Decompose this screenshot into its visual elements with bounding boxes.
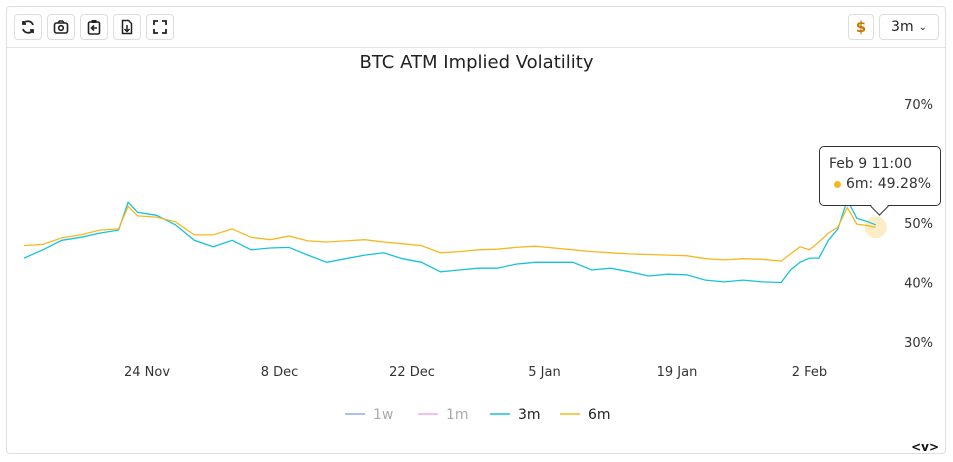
y-tick-label: 50% <box>904 217 933 232</box>
legend-item-6m[interactable]: 6m <box>588 407 611 423</box>
x-tick-label: 8 Dec <box>261 365 299 380</box>
refresh-button[interactable] <box>14 14 42 40</box>
clipboard-icon <box>87 20 101 35</box>
toolbar: $ 3m ⌄ <box>7 7 945 48</box>
series-line-6m <box>23 205 876 262</box>
download-button[interactable] <box>113 14 141 40</box>
y-tick-label: 30% <box>904 336 933 351</box>
hover-marker <box>864 216 887 239</box>
currency-button[interactable]: $ <box>848 14 874 40</box>
tooltip: Feb 9 11:00 6m: 49.28% <box>819 146 941 216</box>
y-tick-label: 40% <box>904 277 933 292</box>
chart-panel: $ 3m ⌄ <box>6 6 946 454</box>
x-tick-label: 2 Feb <box>792 365 827 380</box>
tooltip-value: 6m: 49.28% <box>846 176 932 192</box>
x-tick-label: 19 Jan <box>657 365 698 380</box>
range-select-value: 3m <box>891 19 914 35</box>
legend-item-1w[interactable]: 1w <box>373 407 393 423</box>
x-tick-label: 5 Jan <box>528 365 560 380</box>
legend-item-3m[interactable]: 3m <box>518 407 541 423</box>
chevron-down-icon: ⌄ <box>918 21 927 33</box>
camera-icon <box>53 20 69 34</box>
copy-button[interactable] <box>80 14 108 40</box>
x-tick-label: 24 Nov <box>124 365 170 380</box>
y-tick-label: 70% <box>904 98 933 113</box>
chart-title: BTC ATM Implied Volatility <box>359 52 594 73</box>
legend-item-1m[interactable]: 1m <box>446 407 469 423</box>
fullscreen-button[interactable] <box>146 14 174 40</box>
screenshot-button[interactable] <box>47 14 75 40</box>
series-dot-icon <box>834 180 841 188</box>
range-select[interactable]: 3m ⌄ <box>879 14 939 40</box>
tooltip-title: Feb 9 11:00 <box>829 156 912 172</box>
fullscreen-icon <box>153 20 167 34</box>
file-download-icon <box>121 19 133 35</box>
refresh-icon <box>22 20 34 34</box>
x-tick-label: 22 Dec <box>389 365 435 380</box>
series-line-3m <box>23 198 876 284</box>
chart-nav-toggle[interactable]: <v> <box>911 440 939 454</box>
